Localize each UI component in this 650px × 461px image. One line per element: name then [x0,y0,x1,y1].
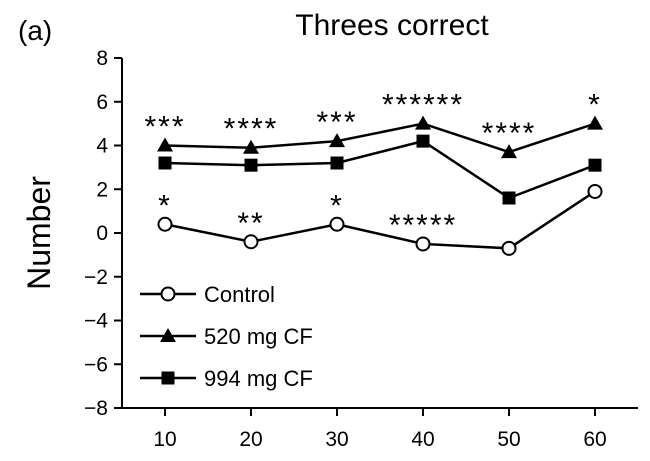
data-point [587,115,603,130]
annotation-label: * [330,189,344,222]
x-tick-label: 10 [153,428,176,451]
series-lines [164,122,596,250]
annotation-label: *** [144,111,185,144]
annotation-label: * [588,89,602,122]
annotation-label: **** [482,117,537,150]
data-point [415,236,431,252]
x-tick-label: 50 [497,428,520,451]
data-point [243,234,259,250]
legend: Control 520 mg CF 994 mg CF [140,282,313,391]
data-point [329,133,345,148]
data-point [501,240,517,256]
data-point [244,158,258,172]
series-line [164,139,596,200]
data-point [415,115,431,130]
annotation-label: * [158,189,172,222]
annotation-label: ** [237,207,264,240]
y-tick-label: 2 [96,178,108,201]
data-point [158,156,172,170]
annotation-label: ***** [389,209,457,242]
data-point [502,191,516,205]
y-axis-label: Number [21,176,57,290]
data-point [243,139,259,154]
y-tick-label: 6 [96,91,108,114]
legend-label: Control [204,282,275,307]
series-markers [157,115,603,256]
panel-label: (a) [18,15,52,46]
data-point [157,216,173,232]
y-tick-label: −2 [84,266,108,289]
chart-title: Threes correct [295,9,489,42]
annotation-label: ****** [382,89,464,122]
y-tick-label: −4 [84,310,108,333]
data-point [330,156,344,170]
annotation-label: *** [316,106,357,139]
y-tick-label: 4 [96,135,108,158]
data-point [416,134,430,148]
annotation-label: **** [224,113,279,146]
data-point [157,137,173,152]
legend-marker [161,371,175,385]
legend-marker [160,328,176,342]
data-point [329,216,345,232]
y-tick-label: 8 [96,47,108,70]
legend-label: 994 mg CF [204,366,313,391]
y-tick-label: 0 [96,222,108,245]
data-point [588,158,602,172]
legend-marker [160,286,176,302]
data-point [501,144,517,159]
data-point [587,183,603,199]
x-tick-label: 60 [583,428,606,451]
x-tick-label: 40 [411,428,434,451]
x-tick-label: 30 [325,428,348,451]
significance-annotations: *** **** *********************** [144,89,602,242]
y-tick-label: −8 [84,397,108,420]
x-tick-label: 20 [239,428,262,451]
legend-label: 520 mg CF [204,324,313,349]
y-tick-label: −6 [84,353,108,376]
series-line [164,122,596,154]
series-line [164,190,596,250]
